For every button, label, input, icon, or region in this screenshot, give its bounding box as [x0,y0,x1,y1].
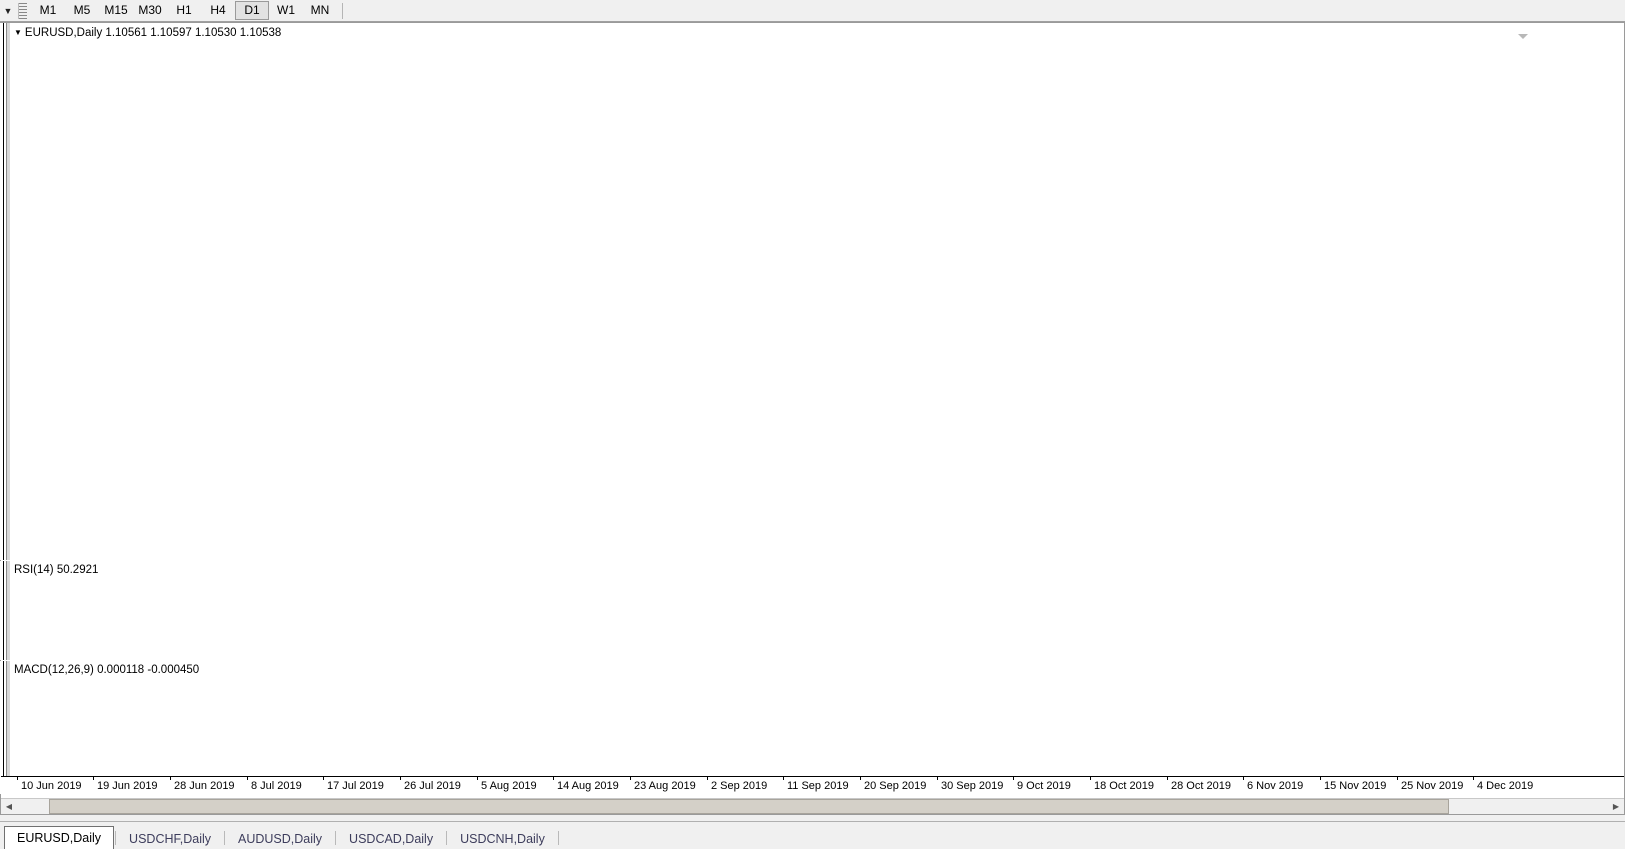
horizontal-scrollbar[interactable]: ◀ ▶ [1,798,1624,814]
chart-tab-usdchf[interactable]: USDCHF,Daily [129,832,211,846]
tab-divider [224,831,225,845]
chart-collapse-icon[interactable] [1518,34,1528,39]
time-tick: 6 Nov 2019 [1242,776,1304,792]
time-tick: 20 Sep 2019 [859,776,927,792]
tab-divider [557,831,559,845]
time-tick: 2 Sep 2019 [706,776,768,792]
timeframe-button-w1[interactable]: W1 [277,3,295,17]
scroll-right-icon[interactable]: ▶ [1612,802,1620,811]
tab-divider [115,831,117,845]
time-tick: 30 Sep 2019 [936,776,1004,792]
chart-tabbar: EURUSD,Daily USDCHF,Daily AUDUSD,Daily USDC… [0,821,1625,849]
timeframe-button-h1[interactable]: H1 [176,3,192,17]
chart-tab-usdcad[interactable]: USDCAD,Daily [349,832,434,846]
time-tick: 18 Oct 2019 [1090,776,1154,792]
time-tick: 28 Oct 2019 [1167,776,1231,792]
timeframe-button-m1[interactable]: M1 [39,3,57,17]
toolbar-dropdown-icon[interactable]: ▼ [3,5,13,16]
time-tick: 8 Jul 2019 [247,776,302,792]
timeframe-button-d1[interactable]: D1 [235,1,269,20]
time-tick: 5 Aug 2019 [477,776,537,792]
quote-label: ▼ EURUSD,Daily 1.10561 1.10597 1.10530 1.… [14,27,281,39]
chart-canvas-frame[interactable]: ▼ EURUSD,Daily 1.10561 1.10597 1.10530 1.… [0,22,1625,815]
time-tick: 19 Jun 2019 [93,776,158,792]
price-pane-gutter [1,23,10,560]
chart-tab-usdcnh[interactable]: USDCNH,Daily [460,832,545,846]
scrollbar-track[interactable] [17,799,1608,814]
time-tick: 15 Nov 2019 [1319,776,1387,792]
macd-pane-gutter [1,661,10,794]
macd-label: MACD(12,26,9) 0.000118 -0.000450 [14,664,200,676]
timeframe-button-h4[interactable]: H4 [210,3,226,17]
price-axis[interactable]: 1.143601.140301.136901.133601.130201.126… [0,23,1,560]
toolbar-divider [342,2,343,19]
time-tick: 11 Sep 2019 [783,776,849,792]
timeframe-button-m15[interactable]: M15 [104,3,128,17]
time-tick: 10 Jun 2019 [17,776,82,792]
chart-tab-audusd[interactable]: AUDUSD,Daily [238,832,323,846]
time-tick: 4 Dec 2019 [1472,776,1534,792]
drag-grip-icon[interactable] [18,2,27,19]
tab-divider [335,831,337,845]
timeframe-button-m5[interactable]: M5 [73,3,91,17]
tab-divider [446,831,448,845]
scroll-left-icon[interactable]: ◀ [5,802,13,811]
timeframe-button-m30[interactable]: M30 [138,3,162,17]
rsi-axis[interactable]: 10070300 [0,561,1,660]
timeframe-button-mn[interactable]: MN [310,3,330,17]
time-tick: 14 Aug 2019 [553,776,619,792]
time-tick: 17 Jul 2019 [323,776,384,792]
timeframe-toolbar: ▼ M1 M5 M15 M30 H1 H4 D1 W1 MN [0,0,1625,22]
time-axis[interactable]: 10 Jun 2019 19 Jun 2019 28 Jun 2019 8 Jul 2… [1,776,1624,798]
quote-collapse-icon[interactable]: ▼ [14,28,22,37]
quote-text: EURUSD,Daily 1.10561 1.10597 1.10530 1.1… [24,27,282,39]
rsi-label: RSI(14) 50.2921 [14,564,99,576]
time-tick: 28 Jun 2019 [170,776,235,792]
time-tick: 26 Jul 2019 [400,776,461,792]
chart-tab-eurusd[interactable]: EURUSD,Daily [4,826,115,849]
time-tick: 25 Nov 2019 [1396,776,1464,792]
scrollbar-thumb[interactable] [48,799,1449,814]
time-tick: 23 Aug 2019 [630,776,696,792]
rsi-pane-gutter [1,561,10,660]
time-tick: 9 Oct 2019 [1013,776,1071,792]
macd-axis[interactable]: 0.004630.00-0.00529 [0,661,1,794]
